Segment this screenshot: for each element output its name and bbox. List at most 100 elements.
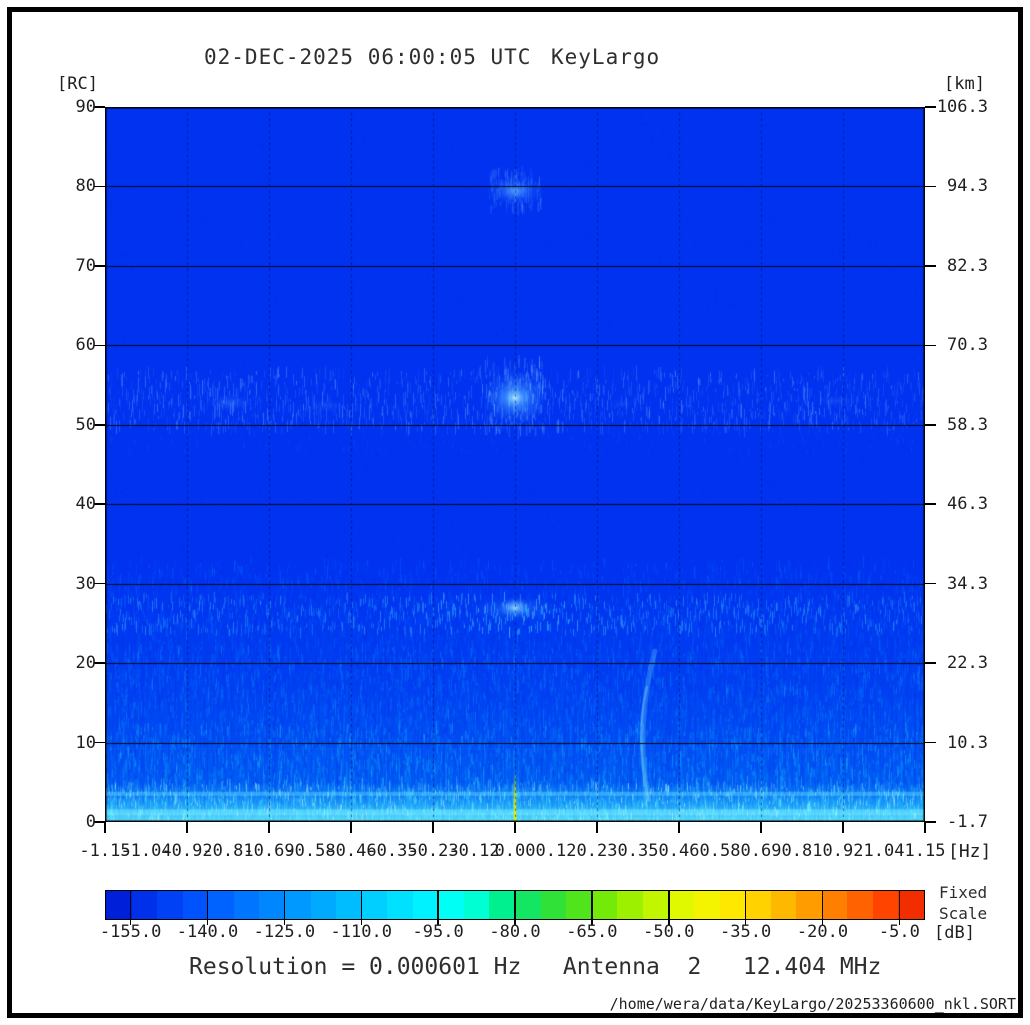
colorbar-segment xyxy=(157,891,183,919)
colorbar-segment xyxy=(438,891,464,919)
x-axis-unit: [Hz] xyxy=(948,841,992,862)
y-axis-tick-right xyxy=(925,503,936,505)
colorbar-segment xyxy=(463,891,490,919)
colorbar-segment xyxy=(617,891,643,919)
y-axis-label-right: 106.3 xyxy=(936,97,988,117)
colorbar-tick xyxy=(821,890,824,925)
colorbar-segment xyxy=(310,891,337,919)
colorbar-tick-label: -155.0 xyxy=(99,922,162,942)
y-axis-label-right: 94.3 xyxy=(947,176,988,197)
y-axis-tick-left xyxy=(94,106,105,108)
colorbar-tick xyxy=(437,890,439,925)
x-axis-label: 0.92 xyxy=(822,841,864,861)
colorbar-segment xyxy=(233,891,260,919)
colorbar-segment xyxy=(106,891,132,919)
colorbar-segment xyxy=(284,891,311,919)
colorbar-unit: [dB] xyxy=(934,923,975,943)
x-axis-label: 0.35 xyxy=(617,841,659,861)
x-axis-tick xyxy=(678,822,680,833)
x-axis-label: -1.04 xyxy=(120,841,172,861)
colorbar-tick xyxy=(206,890,209,925)
colorbar-tick-label: -140.0 xyxy=(176,922,239,942)
x-axis-label: 1.04 xyxy=(863,841,905,861)
x-axis-label: 0.12 xyxy=(535,841,577,861)
y-axis-tick-right xyxy=(925,741,936,744)
colorbar-tick-label: -80.0 xyxy=(489,922,541,942)
x-axis-label: -0.81 xyxy=(202,841,254,861)
y-axis-tick-left xyxy=(94,662,105,664)
x-axis-label: -0.69 xyxy=(243,841,295,861)
x-axis-label: 0.81 xyxy=(781,841,823,861)
colorbar-segment xyxy=(361,891,388,919)
x-axis-label: -0.23 xyxy=(407,841,459,861)
y-axis-label-left: 90 xyxy=(75,97,96,117)
colorbar-segment xyxy=(412,891,439,919)
x-axis-label: -1.15 xyxy=(79,841,131,861)
x-axis-label: 0.23 xyxy=(576,841,618,861)
y-axis-label-right: 22.3 xyxy=(947,653,988,674)
y-axis-label-left: 80 xyxy=(75,176,96,197)
colorbar-segment xyxy=(745,891,771,919)
y-axis-tick-left xyxy=(94,582,105,585)
x-axis-tick xyxy=(924,822,926,833)
y-axis-label-right: -1.7 xyxy=(947,812,988,832)
colorbar-tick-label: -20.0 xyxy=(796,922,849,942)
y-axis-label-left: 0 xyxy=(85,812,96,832)
colorbar-segment xyxy=(387,891,413,919)
y-axis-label-left: 30 xyxy=(75,573,96,594)
x-axis-label: 0.69 xyxy=(740,841,782,861)
colorbar-segment xyxy=(182,891,209,919)
y-axis-label-right: 46.3 xyxy=(947,494,988,515)
y-axis-tick-right xyxy=(925,821,936,823)
y-axis-tick-left xyxy=(94,424,105,426)
x-axis-label: 1.15 xyxy=(904,841,946,861)
colorbar-segment xyxy=(566,891,592,919)
colorbar-tick xyxy=(360,890,362,925)
colorbar-tick xyxy=(283,890,286,925)
colorbar-segment xyxy=(668,891,694,919)
y-axis-label-right: 34.3 xyxy=(947,573,988,594)
colorbar-segment xyxy=(796,891,822,919)
y-axis-tick-right xyxy=(925,344,936,347)
y-axis-tick-right xyxy=(925,662,936,664)
x-axis-label: 0.00 xyxy=(494,841,536,861)
x-axis-label: -0.46 xyxy=(325,841,377,861)
colorbar-segment xyxy=(642,891,669,919)
y-axis-label-left: 50 xyxy=(75,414,96,435)
colorbar-segment xyxy=(770,891,797,919)
y-axis-tick-right xyxy=(925,424,936,426)
colorbar-tick-label: -35.0 xyxy=(720,922,772,942)
y-axis-label-right: 10.3 xyxy=(947,732,988,753)
y-axis-tick-left xyxy=(94,821,105,823)
colorbar-segment xyxy=(489,891,515,919)
y-axis-label-right: 82.3 xyxy=(947,255,988,276)
colorbar-scale-note-2: Scale xyxy=(939,904,988,923)
x-axis-tick xyxy=(186,822,188,833)
x-axis-label: -0.92 xyxy=(161,841,213,861)
y-axis-label-left: 10 xyxy=(75,732,96,753)
x-axis-tick xyxy=(760,822,762,833)
colorbar-tick xyxy=(898,890,901,925)
colorbar-tick xyxy=(129,890,132,925)
colorbar-tick-label: -110.0 xyxy=(330,922,392,942)
colorbar-segment xyxy=(515,891,541,919)
y-axis-tick-left xyxy=(94,265,105,267)
colorbar-segment xyxy=(693,891,720,919)
colorbar-segment xyxy=(898,891,924,919)
x-axis-tick xyxy=(104,822,106,833)
x-axis-label: 0.58 xyxy=(699,841,741,861)
y-axis-label-left: 70 xyxy=(75,255,96,276)
x-axis-tick xyxy=(268,822,270,833)
colorbar-tick-label: -95.0 xyxy=(412,922,464,942)
x-axis-label: -0.35 xyxy=(366,841,418,861)
colorbar-tick xyxy=(668,890,670,925)
colorbar-segment xyxy=(540,891,567,919)
file-path: /home/wera/data/KeyLargo/20253360600_nkl… xyxy=(609,995,1016,1013)
colorbar-segment xyxy=(591,891,618,919)
y-axis-tick-left xyxy=(94,185,105,188)
colorbar-tick xyxy=(591,890,593,925)
y-axis-label-right: 58.3 xyxy=(947,414,988,435)
x-axis-tick xyxy=(596,822,598,833)
y-axis-tick-left xyxy=(94,741,105,744)
